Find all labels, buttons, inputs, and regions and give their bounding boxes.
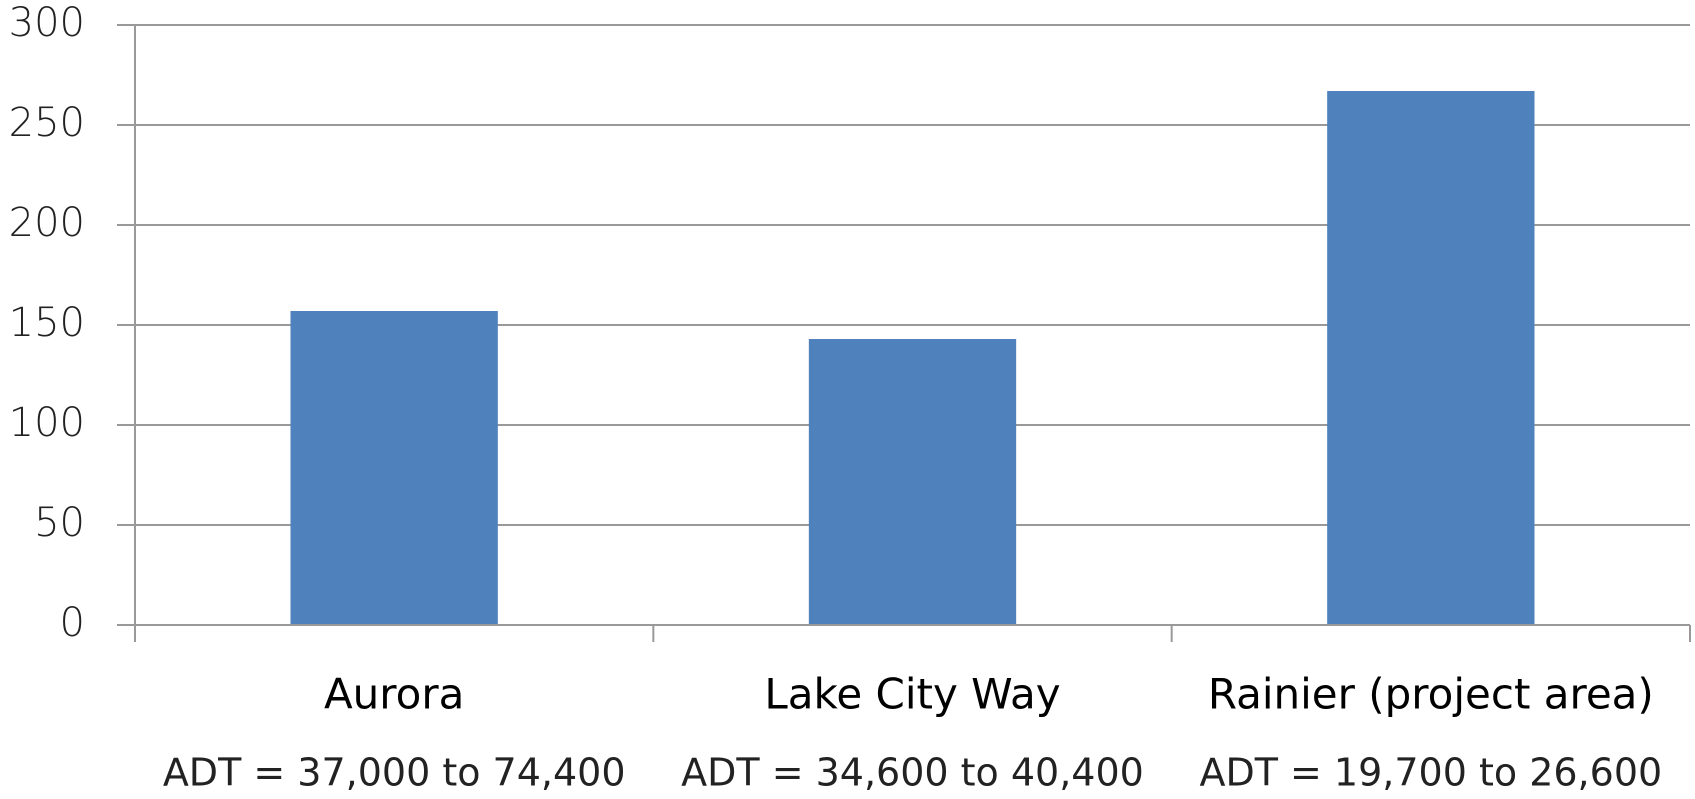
y-tick-label: 250	[9, 100, 85, 146]
bar	[808, 339, 1017, 625]
y-tick-label: 100	[9, 400, 85, 446]
y-tick-label: 50	[34, 500, 85, 546]
x-tick-label: Lake City Way	[764, 670, 1060, 719]
y-tick-label: 0	[60, 600, 85, 646]
y-tick-label: 200	[9, 200, 85, 246]
category-detail: ADT = 34,600 to 40,400	[681, 751, 1144, 795]
x-tick-label: Rainier (project area)	[1208, 670, 1654, 719]
y-tick-label: 300	[9, 0, 85, 46]
y-tick-label: 150	[9, 300, 85, 346]
x-tick-label: Aurora	[324, 670, 464, 719]
bar	[290, 311, 498, 625]
category-detail: ADT = 19,700 to 26,600	[1199, 751, 1662, 795]
category-detail: ADT = 37,000 to 74,400	[163, 751, 626, 795]
bar	[1327, 91, 1535, 625]
